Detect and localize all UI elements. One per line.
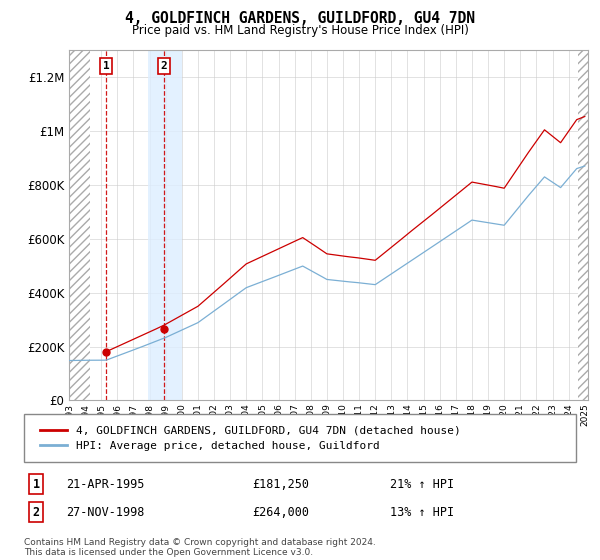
Bar (69, 50, 90, 400)
Bar (578, 50, 588, 400)
Text: 21% ↑ HPI: 21% ↑ HPI (390, 478, 454, 491)
Text: 2: 2 (32, 506, 40, 519)
Text: £181,250: £181,250 (252, 478, 309, 491)
Text: 1: 1 (32, 478, 40, 491)
Text: 27-NOV-1998: 27-NOV-1998 (66, 506, 145, 519)
Text: 1: 1 (103, 61, 109, 71)
Text: 13% ↑ HPI: 13% ↑ HPI (390, 506, 454, 519)
Text: 21-APR-1995: 21-APR-1995 (66, 478, 145, 491)
Text: £264,000: £264,000 (252, 506, 309, 519)
FancyBboxPatch shape (24, 414, 576, 462)
Legend: 4, GOLDFINCH GARDENS, GUILDFORD, GU4 7DN (detached house), HPI: Average price, d: 4, GOLDFINCH GARDENS, GUILDFORD, GU4 7DN… (35, 421, 466, 455)
Text: 4, GOLDFINCH GARDENS, GUILDFORD, GU4 7DN: 4, GOLDFINCH GARDENS, GUILDFORD, GU4 7DN (125, 11, 475, 26)
Text: 2: 2 (161, 61, 167, 71)
Bar (148, 50, 182, 400)
Text: Price paid vs. HM Land Registry's House Price Index (HPI): Price paid vs. HM Land Registry's House … (131, 24, 469, 36)
Text: Contains HM Land Registry data © Crown copyright and database right 2024.
This d: Contains HM Land Registry data © Crown c… (24, 538, 376, 557)
